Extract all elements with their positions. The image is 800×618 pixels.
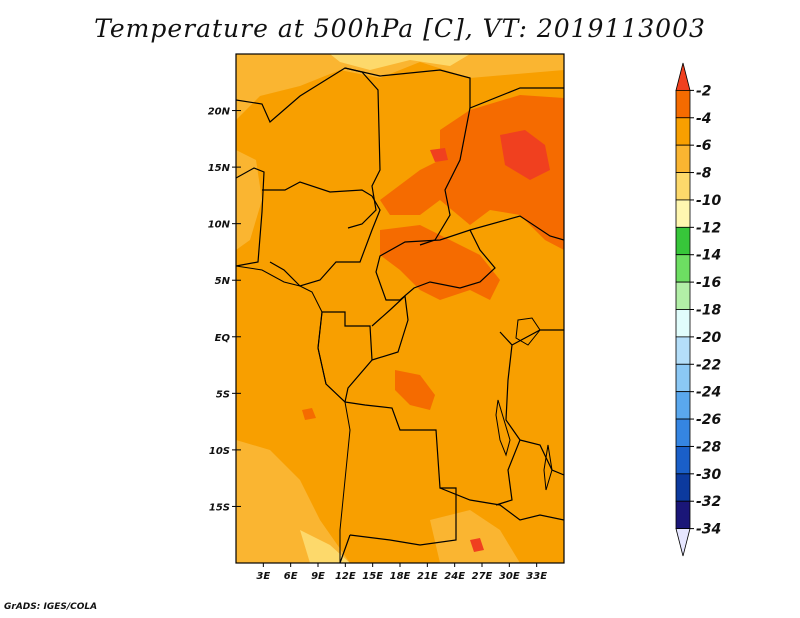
colorbar-label: -12	[696, 220, 721, 236]
longitude-axis: 3E 6E 9E 12E 15E 18E 21E 24E 27E 30E 33E	[256, 563, 547, 582]
colorbar-label: -20	[696, 330, 722, 346]
border-line-car	[375, 229, 496, 301]
shading-region-2-north	[430, 148, 448, 162]
border-line-west-africa	[236, 167, 265, 267]
shading-region-8-north	[236, 54, 564, 120]
shading-region-10-north	[330, 54, 470, 70]
lon-tick-label: 12E	[335, 571, 356, 582]
border-line-drc-east	[495, 331, 521, 506]
colorbar-swatch	[675, 117, 691, 146]
lat-tick-label: 10N	[208, 220, 231, 231]
colorbar-swatch	[675, 446, 691, 475]
colorbar-swatch	[675, 363, 691, 393]
border-line-nigeria	[262, 181, 381, 287]
lat-tick-label: 20N	[208, 107, 231, 118]
colorbar-label: -30	[696, 467, 722, 483]
shading-region-2-east	[500, 130, 550, 180]
colorbar-label: -34	[696, 522, 721, 538]
colorbar-legend: -2 -4 -6 -8 -10 -12 -14 -16 -18 -20 -22 -24 -26 -28 -3…	[675, 62, 722, 557]
lon-tick-label: 18E	[390, 571, 411, 582]
colorbar-swatch	[675, 254, 691, 283]
colorbar-label: -18	[696, 303, 722, 319]
colorbar-bottom-triangle	[675, 528, 691, 557]
shading-region-4-congo	[395, 370, 435, 410]
border-line-sahel-north	[236, 67, 381, 229]
map-title: Temperature at 500hPa [C], VT: 201911300…	[94, 14, 706, 43]
lat-tick-label: EQ	[215, 333, 231, 344]
colorbar-swatch	[675, 500, 691, 530]
lon-tick-label: 6E	[284, 571, 298, 582]
colorbar-label: -24	[696, 385, 721, 401]
colorbar-label: -22	[696, 357, 721, 373]
colorbar-swatch	[675, 336, 691, 365]
lake-tanganyika	[495, 399, 511, 457]
shading-region-10-southwest	[300, 530, 350, 563]
colorbar-swatch	[675, 226, 691, 256]
shading-region-8-south	[430, 510, 520, 563]
shading-region-4-west-spot	[302, 408, 316, 420]
colorbar-label: -6	[696, 138, 712, 154]
shading-region-4-central	[380, 225, 500, 300]
colorbar-label: -26	[696, 412, 722, 428]
colorbar-swatch	[675, 281, 691, 310]
map-panel	[236, 54, 564, 563]
lake-malawi	[543, 444, 553, 491]
colorbar-swatch	[675, 89, 691, 119]
colorbar-swatch	[675, 144, 691, 173]
colorbar-swatch	[675, 391, 691, 420]
border-line-chad-libya	[344, 67, 564, 109]
colorbar-label: -4	[696, 111, 712, 127]
lon-tick-label: 3E	[256, 571, 270, 582]
colorbar-label: -2	[696, 83, 712, 99]
lat-tick-label: 15S	[209, 502, 230, 513]
colorbar-label: -28	[696, 439, 722, 455]
lake-victoria	[515, 317, 541, 346]
lon-tick-label: 9E	[311, 571, 325, 582]
lon-tick-label: 24E	[444, 571, 465, 582]
lat-tick-label: 10S	[209, 446, 230, 457]
colorbar-swatch	[675, 199, 691, 228]
colorbar-label: -16	[696, 275, 722, 291]
lon-tick-label: 21E	[417, 571, 438, 582]
colorbar-label: -14	[696, 248, 721, 264]
grads-credit: GrADS: IGES/COLA	[4, 602, 98, 612]
shading-region-8-southwest	[236, 440, 350, 563]
lat-tick-label: 5N	[215, 276, 231, 287]
lon-tick-label: 33E	[526, 571, 547, 582]
lon-tick-label: 30E	[499, 571, 520, 582]
colorbar-swatch	[675, 473, 691, 502]
shading-region-2-south	[470, 538, 484, 552]
latitude-axis: 20N 15N 10N 5N EQ 5S 10S 15S	[208, 107, 241, 513]
coastline-gulf-of-guinea	[236, 265, 351, 563]
colorbar-swatch	[675, 172, 691, 201]
colorbar-swatch	[675, 418, 691, 447]
border-line-congo	[371, 294, 409, 361]
border-line-namibia-botswana	[339, 534, 351, 563]
border-line-zambia	[439, 487, 564, 521]
colorbar-label: -10	[696, 193, 722, 209]
lat-tick-label: 15N	[208, 163, 231, 174]
colorbar-label: -8	[696, 166, 712, 182]
border-line-south-sudan	[469, 215, 564, 241]
colorbar-label: -32	[696, 494, 721, 510]
colorbar-swatch	[675, 309, 691, 338]
colorbar-top-triangle	[675, 62, 691, 91]
lat-tick-label: 5S	[216, 389, 230, 400]
lon-tick-label: 15E	[362, 571, 383, 582]
lon-tick-label: 27E	[472, 571, 493, 582]
country-borders	[236, 67, 564, 563]
